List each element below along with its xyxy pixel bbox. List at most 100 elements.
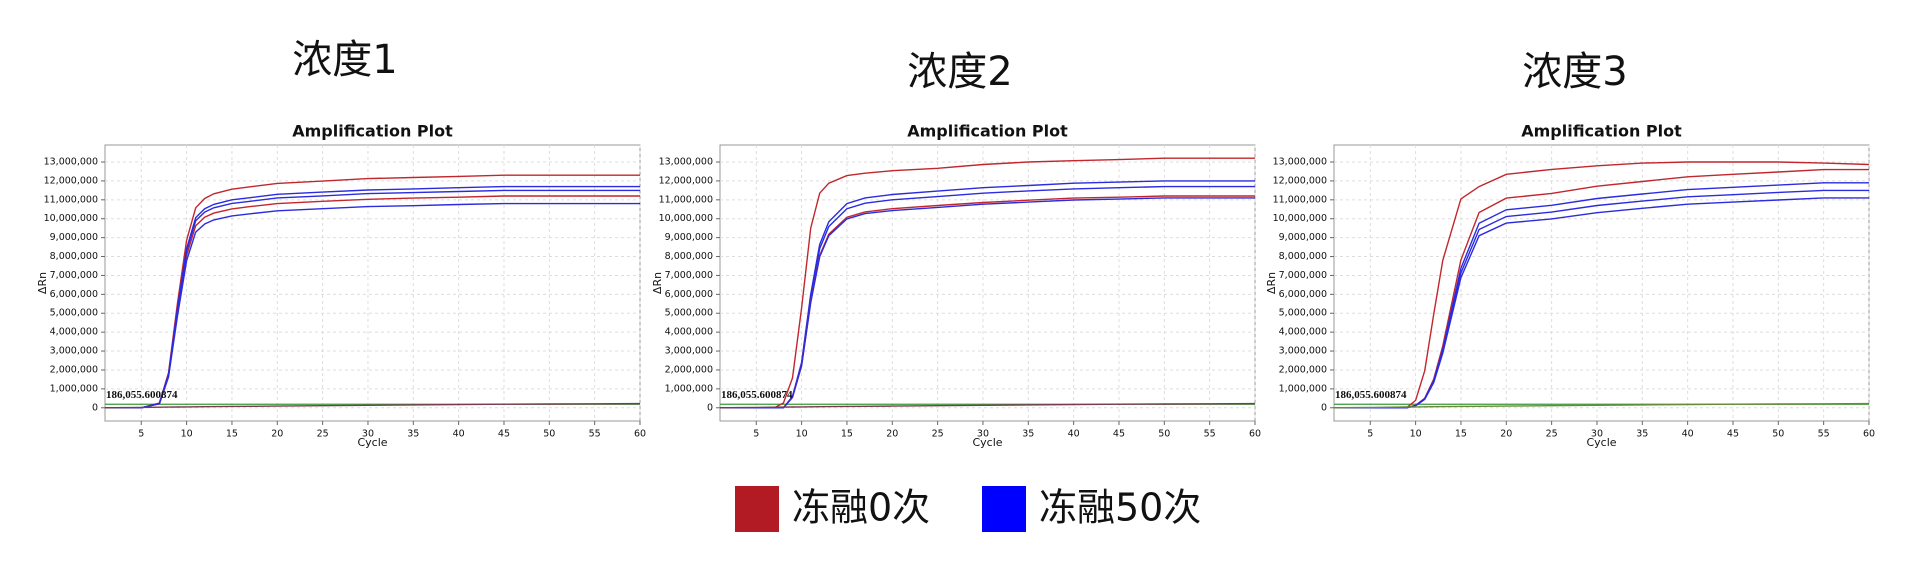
x-tick-label: 35 [1022,429,1034,440]
y-tick-label: 0 [707,402,713,413]
y-tick-label: 13,000,000 [659,157,713,168]
y-tick-label: 4,000,000 [1279,327,1327,338]
y-tick-label: 0 [1321,402,1327,413]
chart-title: Amplification Plot [1521,122,1682,141]
chart-heading: 浓度2 [907,49,1012,95]
x-tick-label: 15 [841,429,853,440]
y-tick-label: 4,000,000 [665,327,713,338]
x-axis-label: Cycle [357,436,387,449]
threshold-label: 186,055.600874 [1335,389,1407,401]
legend-swatch [982,486,1026,532]
y-tick-label: 12,000,000 [44,175,98,186]
legend-swatch [735,486,779,532]
y-tick-label: 1,000,000 [50,383,98,394]
x-axis-label: Cycle [972,436,1002,449]
y-tick-label: 2,000,000 [1279,364,1327,375]
y-axis-label: ΔRn [1265,272,1278,294]
y-tick-label: 3,000,000 [1279,346,1327,357]
chart-heading: 浓度1 [292,37,397,83]
y-tick-label: 5,000,000 [1279,308,1327,319]
y-tick-label: 8,000,000 [50,251,98,262]
y-tick-label: 4,000,000 [50,327,98,338]
y-tick-label: 12,000,000 [659,175,713,186]
legend-label: 冻融50次 [1039,486,1201,530]
x-tick-label: 5 [1367,429,1373,440]
x-tick-label: 15 [1455,429,1467,440]
amplification-curve [105,202,640,409]
y-tick-label: 1,000,000 [1279,383,1327,394]
x-tick-label: 45 [1113,429,1125,440]
y-tick-label: 3,000,000 [665,346,713,357]
x-tick-label: 5 [753,429,759,440]
x-tick-label: 15 [226,429,238,440]
x-tick-label: 60 [634,429,646,440]
y-tick-label: 9,000,000 [665,232,713,243]
x-axis-label: Cycle [1586,436,1616,449]
y-tick-label: 2,000,000 [665,364,713,375]
x-tick-label: 25 [1546,429,1558,440]
y-tick-label: 0 [92,402,98,413]
y-tick-label: 12,000,000 [1273,175,1327,186]
x-tick-label: 45 [1727,429,1739,440]
x-tick-label: 35 [1636,429,1648,440]
x-tick-label: 50 [1772,429,1784,440]
x-tick-label: 30 [362,429,374,440]
y-axis-label: ΔRn [36,272,49,294]
y-tick-label: 7,000,000 [665,270,713,281]
x-tick-label: 30 [1591,429,1603,440]
y-axis-label: ΔRn [651,272,664,294]
x-tick-label: 55 [1818,429,1830,440]
y-tick-label: 11,000,000 [44,194,98,205]
y-tick-label: 8,000,000 [1279,251,1327,262]
x-tick-label: 10 [1410,429,1422,440]
x-tick-label: 55 [1204,429,1216,440]
threshold-label: 186,055.600874 [106,389,178,401]
x-tick-label: 40 [1068,429,1080,440]
y-tick-label: 7,000,000 [50,270,98,281]
legend-label: 冻融0次 [792,486,930,530]
chart-title: Amplification Plot [292,122,453,141]
y-tick-label: 9,000,000 [50,232,98,243]
y-tick-label: 11,000,000 [659,194,713,205]
y-tick-label: 3,000,000 [50,346,98,357]
y-tick-label: 10,000,000 [1273,213,1327,224]
x-tick-label: 10 [796,429,808,440]
y-tick-label: 11,000,000 [1273,194,1327,205]
y-tick-label: 10,000,000 [44,213,98,224]
x-tick-label: 40 [453,429,465,440]
chart-title: Amplification Plot [907,122,1068,141]
y-tick-label: 1,000,000 [665,383,713,394]
x-tick-label: 60 [1249,429,1261,440]
y-tick-label: 8,000,000 [665,251,713,262]
chart-heading: 浓度3 [1522,49,1627,95]
y-tick-label: 6,000,000 [50,289,98,300]
y-tick-label: 10,000,000 [659,213,713,224]
x-tick-label: 35 [407,429,419,440]
amplification-curve [720,157,1255,409]
amplification-curve [104,402,641,409]
x-tick-label: 25 [932,429,944,440]
x-tick-label: 20 [271,429,283,440]
x-tick-label: 60 [1863,429,1875,440]
x-tick-label: 55 [589,429,601,440]
y-tick-label: 6,000,000 [1279,289,1327,300]
y-tick-label: 9,000,000 [1279,232,1327,243]
amplification-curve [719,402,1256,409]
y-tick-label: 13,000,000 [44,157,98,168]
plot-area [719,144,1256,422]
x-tick-label: 40 [1682,429,1694,440]
y-tick-label: 2,000,000 [50,364,98,375]
x-tick-label: 10 [181,429,193,440]
x-tick-label: 25 [317,429,329,440]
y-tick-label: 6,000,000 [665,289,713,300]
y-tick-label: 13,000,000 [1273,157,1327,168]
x-tick-label: 30 [977,429,989,440]
y-tick-label: 7,000,000 [1279,270,1327,281]
x-tick-label: 50 [1158,429,1170,440]
x-tick-label: 45 [498,429,510,440]
x-tick-label: 50 [543,429,555,440]
x-tick-label: 5 [138,429,144,440]
threshold-label: 186,055.600874 [721,389,793,401]
y-tick-label: 5,000,000 [50,308,98,319]
